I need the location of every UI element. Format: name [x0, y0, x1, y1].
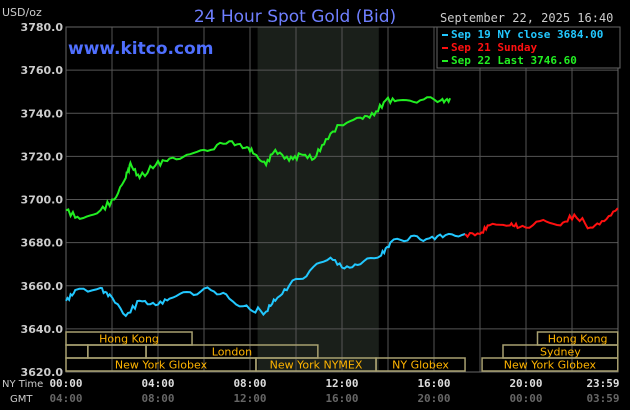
session-label: New York Globex: [115, 359, 208, 372]
x-tick-ny: 16:00: [417, 377, 450, 390]
y-tick-label: 3620.0: [21, 366, 64, 379]
x-tick-gmt: 04:00: [49, 392, 82, 405]
x-tick-ny: 12:00: [325, 377, 358, 390]
x-tick-ny: 20:00: [509, 377, 542, 390]
session-label: NY Globex: [392, 359, 449, 372]
chart-title: 24 Hour Spot Gold (Bid): [194, 7, 396, 27]
series-line-1: [464, 207, 619, 239]
x-tick-ny: 00:00: [49, 377, 82, 390]
session-label: Sydney: [540, 346, 581, 359]
y-tick-label: 3740.0: [21, 107, 64, 120]
y-tick-label: 3660.0: [21, 280, 64, 293]
y-tick-label: 3720.0: [21, 150, 64, 163]
legend-entry: Sep 19 NY close 3684.00: [451, 28, 603, 41]
legend-entry: Sep 21 Sunday: [451, 41, 537, 54]
x-tick-gmt: 12:00: [233, 392, 266, 405]
kitco-watermark: www.kitco.com: [68, 39, 213, 59]
session-box: [65, 344, 89, 359]
session-label: New York Globex: [504, 359, 597, 372]
session-label: London: [212, 346, 252, 359]
legend-entry: Sep 22 Last 3746.60: [451, 54, 577, 67]
x-tick-gmt: 16:00: [325, 392, 358, 405]
series-line-2: [65, 95, 452, 221]
x-tick-ny: 08:00: [233, 377, 266, 390]
plot-frame: [65, 26, 619, 373]
session-box: [375, 357, 466, 372]
y-tick-label: 3760.0: [21, 64, 64, 77]
session-box: [87, 344, 147, 359]
session-box: [481, 357, 619, 372]
x-tick-gmt: 03:59: [586, 392, 619, 405]
x-tick-gmt: 08:00: [141, 392, 174, 405]
x-tick-gmt: 20:00: [417, 392, 450, 405]
session-label: Hong Kong: [99, 333, 159, 346]
y-tick-label: 3780.0: [21, 21, 64, 34]
x-tick-ny: 04:00: [141, 377, 174, 390]
gmt-label: GMT: [10, 394, 33, 405]
x-tick-ny: 23:59: [586, 377, 619, 390]
x-tick-gmt: 00:00: [509, 392, 542, 405]
series-line-0: [65, 232, 466, 318]
y-tick-label: 3680.0: [21, 237, 64, 250]
y-tick-label: 3700.0: [21, 194, 64, 207]
y-unit-label: USD/oz: [2, 6, 42, 19]
legend-box: [436, 26, 621, 69]
ny-time-label: NY Time: [2, 379, 43, 390]
session-label: Hong Kong: [548, 333, 608, 346]
timestamp: September 22, 2025 16:40: [440, 11, 613, 25]
y-tick-label: 3640.0: [21, 323, 64, 336]
session-label: New York NYMEX: [270, 359, 363, 372]
